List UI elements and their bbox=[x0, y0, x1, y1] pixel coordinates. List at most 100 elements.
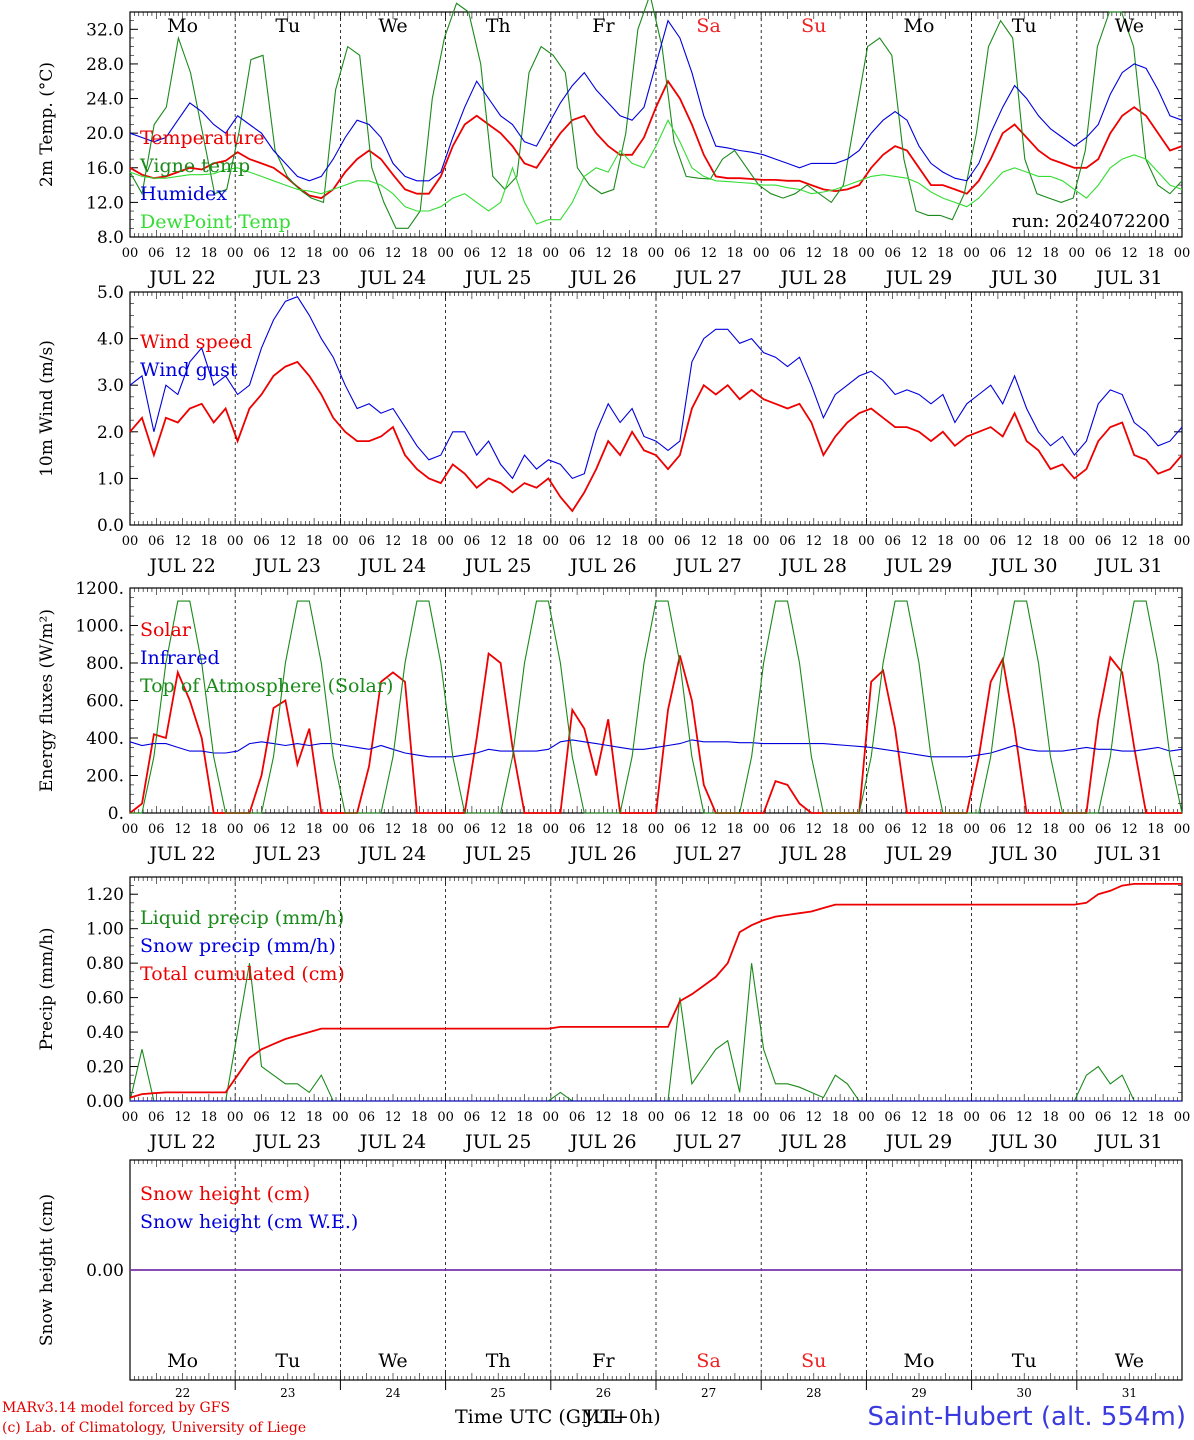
radiation-ytick-label: 1200. bbox=[75, 579, 124, 599]
radiation-hour-label: 18 bbox=[411, 822, 428, 837]
radiation-hour-label: 00 bbox=[1069, 822, 1086, 837]
temperature-hour-label: 12 bbox=[911, 246, 928, 261]
precip-day-label: JUL 31 bbox=[1094, 1131, 1162, 1153]
wind-hour-label: 06 bbox=[569, 534, 586, 549]
weekday-label-bottom: Tu bbox=[275, 1350, 300, 1372]
wind-hour-label: 12 bbox=[911, 534, 928, 549]
snow-ylabel: Snow height (cm) bbox=[37, 1194, 57, 1346]
temperature-ytick-label: 28.0 bbox=[86, 55, 124, 75]
radiation-day-label: JUL 22 bbox=[147, 843, 215, 865]
precip-day-label: JUL 26 bbox=[568, 1131, 636, 1153]
snow-legend-item: Snow height (cm) bbox=[140, 1183, 310, 1205]
temperature-legend-item: DewPoint Temp bbox=[140, 211, 291, 233]
temperature-ytick-label: 24.0 bbox=[86, 90, 124, 110]
day-number-label: 27 bbox=[701, 1386, 716, 1400]
day-number-label: 29 bbox=[911, 1386, 926, 1400]
wind-ytick-label: 0.0 bbox=[97, 516, 124, 536]
temperature-hour-label: 12 bbox=[385, 246, 402, 261]
wind-hour-label: 18 bbox=[621, 534, 638, 549]
precip-ytick-label: 0.20 bbox=[86, 1058, 124, 1078]
radiation-hour-label: 12 bbox=[490, 822, 507, 837]
wind-hour-label: 12 bbox=[1016, 534, 1033, 549]
radiation-hour-label: 00 bbox=[963, 822, 980, 837]
wind-hour-label: 00 bbox=[963, 534, 980, 549]
precip-day-label: JUL 22 bbox=[147, 1131, 215, 1153]
radiation-day-label: JUL 26 bbox=[568, 843, 636, 865]
wind-hour-label: 18 bbox=[1147, 534, 1164, 549]
precip-hour-label: 18 bbox=[937, 1110, 954, 1125]
wind-hour-label: 00 bbox=[753, 534, 770, 549]
radiation-hour-label: 06 bbox=[569, 822, 586, 837]
snow-ytick-label: 0.00 bbox=[86, 1261, 124, 1281]
wind-ytick-label: 3.0 bbox=[97, 376, 124, 396]
precip-hour-label: 12 bbox=[700, 1110, 717, 1125]
temperature-day-label: JUL 27 bbox=[673, 267, 741, 289]
wind-hour-label: 12 bbox=[385, 534, 402, 549]
radiation-ytick-label: 0. bbox=[108, 804, 124, 824]
radiation-day-label: JUL 27 bbox=[673, 843, 741, 865]
temperature-hour-label: 06 bbox=[779, 246, 796, 261]
wind-hour-label: 00 bbox=[648, 534, 665, 549]
radiation-legend-item: Solar bbox=[140, 619, 192, 641]
precip-hour-label: 00 bbox=[963, 1110, 980, 1125]
temperature-hour-label: 18 bbox=[832, 246, 849, 261]
radiation-hour-label: 00 bbox=[753, 822, 770, 837]
wind-hour-label: 00 bbox=[437, 534, 454, 549]
radiation-legend-item: Top of Atmosphere (Solar) bbox=[140, 675, 393, 697]
day-number-label: 26 bbox=[596, 1386, 611, 1400]
precip-hour-label: 12 bbox=[280, 1110, 297, 1125]
precip-hour-label: 18 bbox=[411, 1110, 428, 1125]
radiation-hour-label: 00 bbox=[122, 822, 139, 837]
temperature-hour-label: 12 bbox=[490, 246, 507, 261]
precip-day-label: JUL 23 bbox=[253, 1131, 321, 1153]
radiation-hour-label: 18 bbox=[1042, 822, 1059, 837]
weekday-label: Tu bbox=[275, 15, 300, 37]
wind-series-wind-speed bbox=[129, 360, 1183, 513]
precip-hour-label: 18 bbox=[516, 1110, 533, 1125]
radiation-hour-label: 00 bbox=[543, 822, 560, 837]
temperature-series-temperature bbox=[129, 79, 1183, 200]
precip-hour-label: 06 bbox=[253, 1110, 270, 1125]
precip-hour-label: 06 bbox=[358, 1110, 375, 1125]
temperature-hour-label: 00 bbox=[963, 246, 980, 261]
precip-hour-label: 12 bbox=[490, 1110, 507, 1125]
precip-hour-label: 00 bbox=[1069, 1110, 1086, 1125]
radiation-series-solar bbox=[129, 651, 1182, 814]
temperature-hour-label: 18 bbox=[1042, 246, 1059, 261]
temperature-legend-item: Vigne temp bbox=[139, 155, 250, 177]
temperature-hour-label: 00 bbox=[858, 246, 875, 261]
wind-hour-label: 06 bbox=[779, 534, 796, 549]
radiation-day-label: JUL 29 bbox=[884, 843, 952, 865]
wind-hour-label: 00 bbox=[1069, 534, 1086, 549]
radiation-hour-label: 12 bbox=[806, 822, 823, 837]
wind-series-wind-gust bbox=[129, 296, 1183, 480]
wind-hour-label: 06 bbox=[674, 534, 691, 549]
precip-hour-label: 12 bbox=[911, 1110, 928, 1125]
wind-legend-item: Wind speed bbox=[140, 331, 252, 353]
precip-hour-label: 06 bbox=[674, 1110, 691, 1125]
temperature-hour-label: 00 bbox=[437, 246, 454, 261]
wind-day-label: JUL 23 bbox=[253, 555, 321, 577]
wind-hour-label: 06 bbox=[253, 534, 270, 549]
radiation-hour-label: 00 bbox=[858, 822, 875, 837]
temperature-hour-label: 18 bbox=[937, 246, 954, 261]
temperature-day-label: JUL 29 bbox=[884, 267, 952, 289]
radiation-hour-label: 18 bbox=[306, 822, 323, 837]
wind-hour-label: 12 bbox=[174, 534, 191, 549]
wind-hour-label: 18 bbox=[306, 534, 323, 549]
radiation-hour-label: 18 bbox=[832, 822, 849, 837]
radiation-hour-label-end: 00 bbox=[1174, 822, 1191, 837]
wind-hour-label: 06 bbox=[884, 534, 901, 549]
radiation-hour-label: 12 bbox=[385, 822, 402, 837]
radiation-hour-label: 00 bbox=[332, 822, 349, 837]
temperature-hour-label: 00 bbox=[1069, 246, 1086, 261]
radiation-hour-label: 00 bbox=[227, 822, 244, 837]
wind-ytick-label: 2.0 bbox=[97, 423, 124, 443]
precip-day-label: JUL 25 bbox=[463, 1131, 531, 1153]
precip-hour-label: 18 bbox=[1042, 1110, 1059, 1125]
temperature-hour-label-end: 00 bbox=[1174, 246, 1191, 261]
temperature-day-label: JUL 31 bbox=[1094, 267, 1162, 289]
temperature-hour-label: 18 bbox=[727, 246, 744, 261]
weekday-label-bottom: We bbox=[378, 1350, 407, 1372]
weekday-label: Tu bbox=[1012, 15, 1037, 37]
